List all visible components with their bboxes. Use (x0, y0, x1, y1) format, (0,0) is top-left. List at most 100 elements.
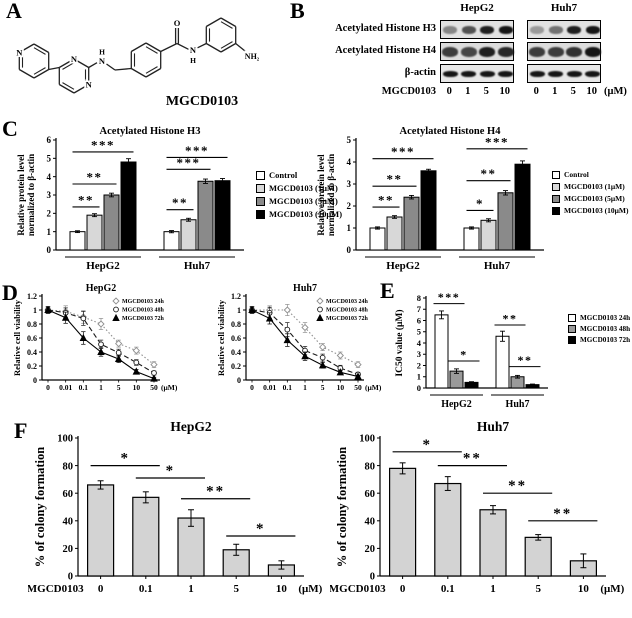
huh7-viability-line-chart: 0 0.2 0.4 0.6 0.8 1 1.2 Relative cell viability… (216, 283, 382, 392)
protein-band (548, 70, 564, 77)
double-bond (220, 21, 233, 29)
sig-stars: *** (185, 143, 209, 158)
protein-band (585, 70, 601, 77)
atom-label: N (86, 80, 93, 90)
marker-diamond (115, 339, 123, 348)
panel-a-chemical-structure: A N N N H N O N H NH₂ MGCD0103 (0, 0, 302, 114)
sig-stars: ** (387, 172, 403, 187)
bar (495, 335, 510, 389)
legend-label: MGCD0103 48h (580, 325, 631, 333)
protein-band (461, 70, 477, 77)
panel-d-cell-viability: D 0 0.2 0.4 0.6 0.8 1 1.2 Relative cell viabili… (0, 280, 410, 412)
bond (58, 58, 75, 69)
y-tick-label: 0 (47, 245, 52, 255)
atom-label: NH₂ (245, 52, 260, 61)
legend-item: Control (552, 170, 628, 179)
histone-h4-legend: Control MGCD0103 (1μM) MGCD0103 (5μM) MGCD0… (552, 170, 628, 215)
bar (480, 219, 497, 251)
legend-label: MGCD0103 48h (122, 308, 164, 314)
x-axis-prefix: MGCD0103 (330, 583, 386, 595)
bar (163, 231, 180, 251)
blot-row-label: β-actin (404, 67, 436, 78)
blot-HepG2 (440, 42, 514, 61)
bar (180, 219, 197, 251)
protein-band (461, 25, 476, 34)
blot-Huh7 (527, 42, 601, 61)
sig-stars: ** (172, 195, 188, 210)
y-tick-label: 0.6 (27, 334, 37, 343)
marker-diamond (283, 306, 291, 314)
bond (33, 68, 50, 79)
marker-triangle (44, 305, 52, 314)
marker-circle (317, 306, 323, 313)
protein-band (479, 70, 495, 77)
x-tick-label: 0 (250, 383, 254, 392)
bond (130, 42, 147, 53)
marker-triangle (79, 333, 88, 342)
histone-h4-bar-chart: 0 1 2 3 4 5 Relative protein level normalized t… (316, 126, 544, 272)
marker-triangle (114, 354, 123, 363)
x-tick-label: 10 (578, 583, 590, 595)
y-axis-title: Relative cell viability (12, 299, 22, 376)
x-axis-unit: (μM) (365, 383, 382, 392)
y-tick-label: 0.4 (27, 348, 37, 357)
chart-title: Huh7 (293, 283, 317, 294)
double-bond (33, 67, 46, 75)
sig-stars: * (422, 437, 432, 453)
double-bond (62, 62, 75, 70)
atom-label: O (174, 18, 181, 28)
x-tick-label: 5 (233, 583, 239, 595)
y-tick-label: 1.2 (27, 292, 37, 301)
marker-diamond (336, 351, 344, 360)
y-tick-label: 20 (365, 544, 376, 555)
x-tick-label: 0.01 (263, 383, 276, 392)
protein-band (498, 70, 514, 77)
marker-triangle (336, 368, 345, 376)
bar (524, 536, 552, 577)
marker-diamond (150, 360, 158, 369)
y-tick-label: 1 (237, 306, 241, 315)
bar (132, 496, 160, 577)
protein-band (529, 70, 545, 77)
double-bond (220, 41, 233, 49)
legend-item: MGCD0103 (10μM) (552, 206, 628, 215)
marker-diamond (132, 346, 140, 355)
x-tick-label: 0.01 (59, 383, 72, 392)
sig-stars: ** (78, 192, 94, 207)
protein-band (497, 46, 514, 57)
y-tick-label: 100 (359, 434, 375, 445)
protein-band (548, 25, 563, 34)
marker-triangle (97, 347, 105, 356)
sig-stars: ** (378, 193, 394, 208)
atom-label: N (99, 56, 106, 66)
y-tick-label: 0 (237, 376, 241, 385)
y-tick-label: 20 (63, 544, 74, 555)
chart-title: HepG2 (86, 283, 117, 294)
sig-stars: * (476, 196, 484, 211)
y-tick-label: 5 (47, 153, 52, 163)
x-axis-prefix: MGCD0103 (28, 583, 84, 595)
bar (479, 509, 507, 577)
panel-label-a: A (6, 0, 22, 23)
sig-stars: ** (508, 478, 527, 494)
blot-row-label: Acetylated Histone H4 (335, 45, 436, 56)
y-axis-title: % of colony formation (335, 447, 349, 568)
group-label: HepG2 (86, 260, 120, 272)
panel-f-colony-formation: F 0 20 40 60 80 100% of colony formation HepG2… (0, 414, 632, 618)
y-tick-label: 0.6 (231, 334, 241, 343)
panel-c-protein-quantification: C 0 1 2 3 4 5 6 Relative protein level normalize… (0, 116, 632, 278)
marker-triangle (265, 314, 274, 322)
marker-triangle (61, 313, 70, 321)
x-tick-label: 50 (150, 383, 158, 392)
y-tick-label: 5 (417, 327, 421, 337)
sig-stars: *** (485, 134, 509, 149)
y-tick-label: 1 (33, 306, 37, 315)
sig-stars: ** (87, 170, 103, 185)
marker-triangle (112, 313, 120, 322)
panel-label-b: B (290, 0, 305, 23)
y-tick-label: 0 (370, 572, 375, 583)
marker-circle (113, 306, 119, 313)
bar (463, 227, 480, 251)
